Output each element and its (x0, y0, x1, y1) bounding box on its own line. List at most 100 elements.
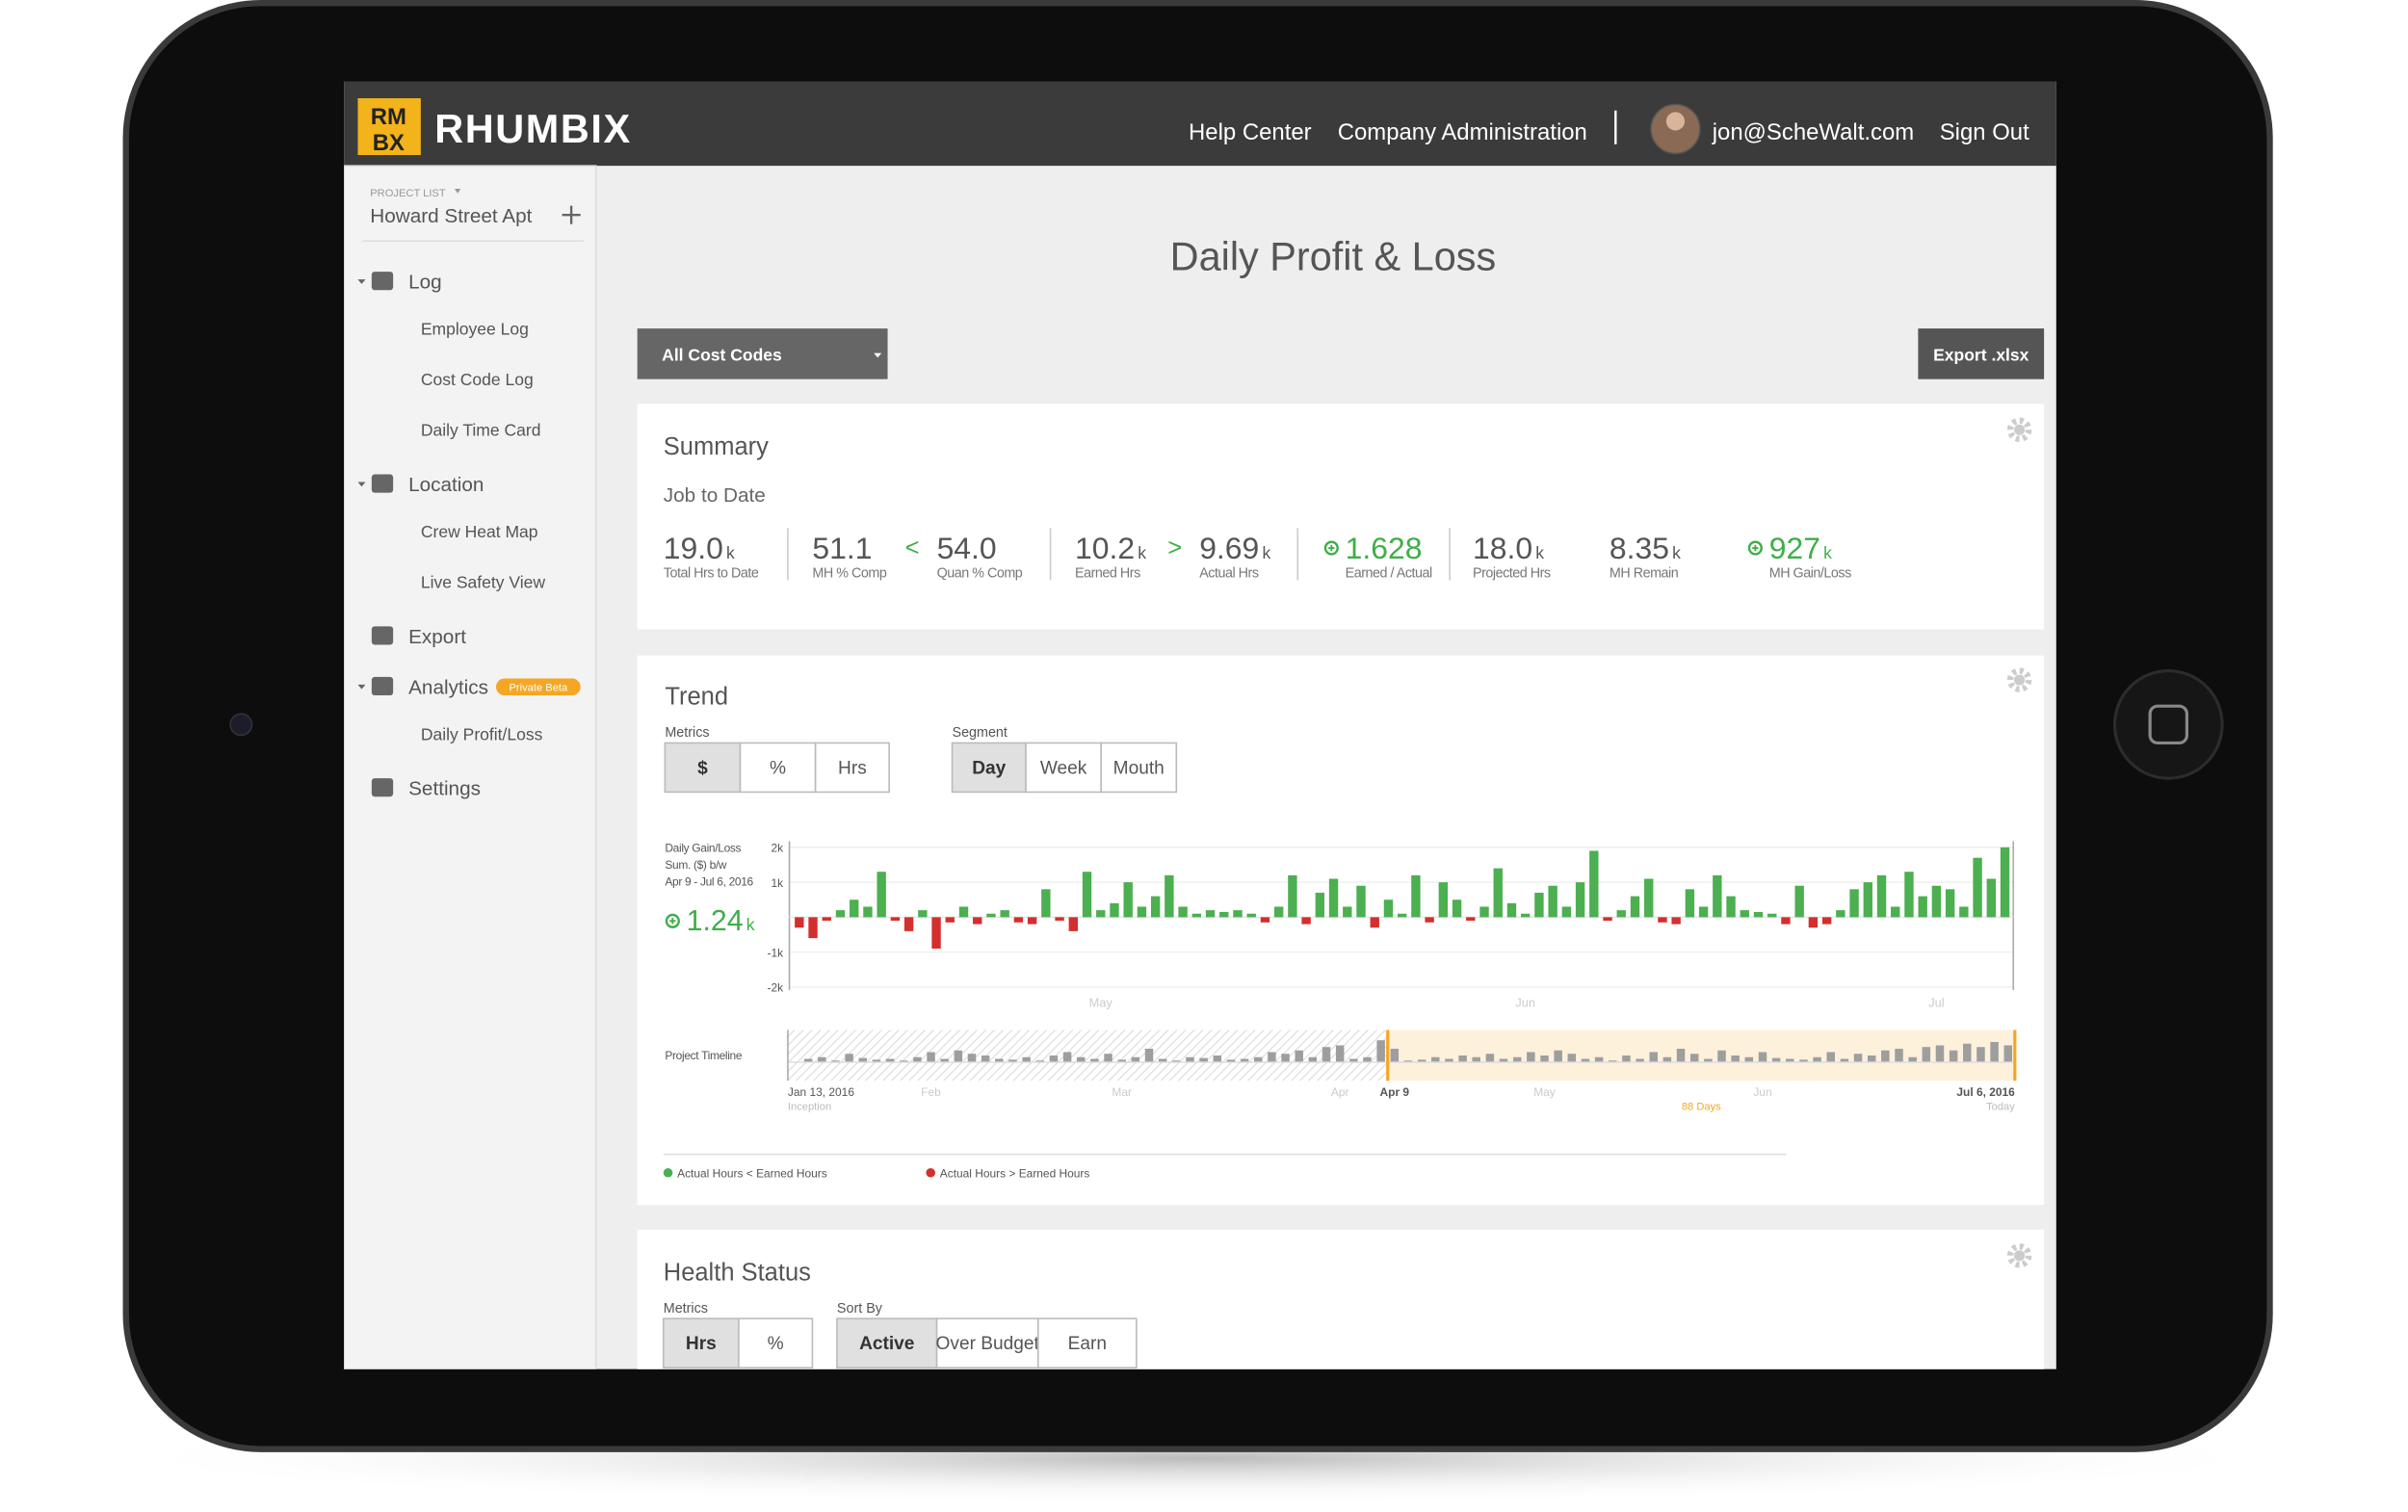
bar (1931, 885, 1942, 918)
project-list-label[interactable]: PROJECT LIST (370, 188, 446, 199)
total-value: 1.24 (687, 905, 744, 937)
timeline-tick-label: Apr (1331, 1085, 1349, 1099)
timeline-bar (1363, 1056, 1372, 1062)
timeline-bar (1976, 1047, 1985, 1062)
submenu-item[interactable]: Employee Log (421, 319, 529, 338)
toggle-button[interactable] (738, 1317, 814, 1369)
menu-icon (371, 626, 394, 645)
gain-icon (1747, 540, 1763, 556)
timeline-bar (1376, 1040, 1385, 1062)
metric-label: MH % Comp (812, 565, 886, 581)
menu-item[interactable]: Settings (408, 778, 481, 800)
home-button[interactable] (2112, 668, 2224, 780)
timeline-bar (1853, 1054, 1863, 1062)
menu-icon (371, 474, 394, 493)
settings-gear[interactable] (2006, 1243, 2032, 1268)
toggle-button[interactable] (814, 742, 890, 794)
timeline-bar (1445, 1058, 1453, 1062)
bar (1178, 906, 1188, 918)
filter-dropdown[interactable] (637, 328, 888, 379)
menu-item[interactable]: Export (408, 626, 466, 648)
top-bar (344, 81, 2056, 167)
timeline-bar (1213, 1055, 1222, 1062)
timeline-range: 88 Days (1682, 1101, 1721, 1112)
bar (1466, 917, 1476, 921)
bar (1068, 917, 1078, 931)
toggle-button[interactable] (739, 742, 817, 794)
timeline-tick-label: Jul 6, 2016 (1956, 1085, 2015, 1099)
timeline-bar (1090, 1058, 1099, 1062)
screen: RM BX RHUMBIX Help Center Company Admini… (344, 81, 2056, 1369)
timeline-bar (1895, 1048, 1903, 1062)
bar (1343, 906, 1352, 918)
timeline-bar (1008, 1059, 1017, 1062)
sign-out[interactable]: Sign Out (1940, 119, 2029, 145)
settings-gear-core (2014, 1250, 2026, 1262)
timeline-tick-label: Jun (1753, 1085, 1771, 1099)
bar (822, 917, 831, 921)
toggle-button[interactable] (951, 742, 1027, 794)
bar (1616, 910, 1626, 918)
timeline-bar (1867, 1055, 1876, 1062)
user-email[interactable]: jon@ScheWalt.com (1712, 119, 1914, 145)
nav-link[interactable]: Help Center (1189, 119, 1312, 145)
y-tick-label: -2k (768, 981, 784, 995)
card-title: Trend (665, 684, 728, 711)
toggle-label: Week (1040, 758, 1087, 778)
card-title: Health Status (664, 1259, 811, 1286)
toggle-label: % (770, 758, 786, 778)
y-tick-label: 2k (772, 842, 784, 855)
bar (1767, 913, 1777, 918)
toggle-button[interactable] (662, 1317, 740, 1369)
bar (1671, 917, 1681, 925)
bar (1685, 889, 1695, 918)
export-label: Export .xlsx (1933, 346, 2029, 365)
settings-gear[interactable] (2006, 667, 2032, 692)
export-button[interactable] (1918, 328, 2045, 379)
bar (1479, 906, 1489, 918)
timeline-bar (1527, 1052, 1535, 1062)
submenu-item[interactable]: Daily Time Card (421, 421, 541, 440)
bar (1165, 874, 1174, 918)
logo-box (357, 98, 421, 155)
timeline-tick-label: Feb (921, 1085, 941, 1099)
gain-icon (665, 913, 680, 928)
toggle-button[interactable] (1037, 1317, 1138, 1369)
menu-item[interactable]: Location (408, 474, 484, 496)
timeline-bar (1622, 1055, 1631, 1062)
gain-icon (1323, 540, 1339, 556)
timeline-bar (1990, 1041, 1999, 1062)
summary-card (637, 404, 2045, 630)
bar (1191, 913, 1202, 918)
timeline-bar (845, 1054, 853, 1062)
bar (1246, 913, 1256, 918)
bar (1863, 882, 1872, 918)
group-label: Segment (953, 725, 1008, 741)
submenu-item[interactable]: Cost Code Log (421, 370, 534, 389)
timeline-bar (1431, 1056, 1440, 1062)
gain-icon-plus (1752, 544, 1759, 552)
timeline-bar (1254, 1056, 1263, 1062)
metric-label: Projected Hrs (1473, 565, 1551, 581)
x-tick-label: Jul (1928, 996, 1944, 1010)
nav-link[interactable]: Company Administration (1338, 119, 1587, 145)
expand-caret (357, 279, 366, 284)
metric-value: 51.1 (812, 531, 872, 565)
metric-value: 927 (1769, 531, 1820, 565)
timeline-bar (899, 1060, 908, 1062)
add-project[interactable] (562, 205, 581, 224)
settings-gear[interactable] (2006, 417, 2032, 443)
menu-item[interactable]: Analytics (408, 676, 488, 698)
submenu-item[interactable]: Crew Heat Map (421, 522, 538, 541)
menu-item[interactable]: Log (408, 272, 442, 294)
toggle-button[interactable] (664, 742, 742, 794)
project-name[interactable]: Howard Street Apt (370, 205, 532, 227)
timeline-bar (1949, 1050, 1958, 1062)
group-label: Sort By (837, 1301, 883, 1316)
bar (1411, 874, 1421, 918)
submenu-item[interactable]: Live Safety View (421, 572, 546, 591)
menu-icon (371, 272, 394, 291)
toggle-button[interactable] (1100, 742, 1178, 794)
timeline-bar (1676, 1048, 1686, 1062)
submenu-item[interactable]: Daily Profit/Loss (421, 724, 543, 743)
